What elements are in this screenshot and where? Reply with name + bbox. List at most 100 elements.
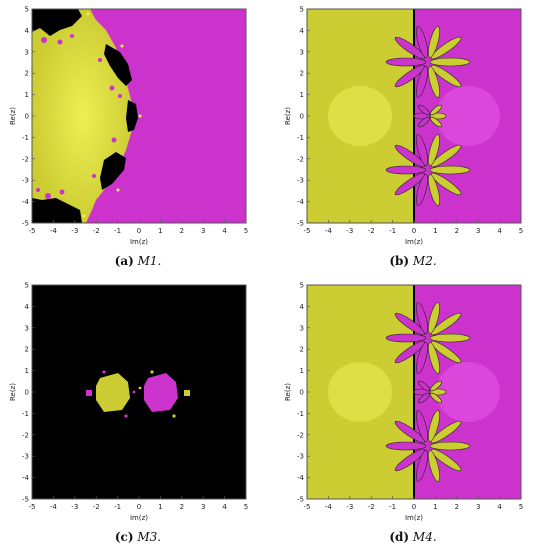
panel-caption: (d) M4. (283, 530, 543, 544)
x-tick-label: -5 (304, 503, 311, 511)
y-tick-label: 5 (300, 282, 304, 290)
basin-plot-d: -5-5 -4 -4 -3 -3 -2 -2 -1 -1 0 0 1 1 2 2 3 3 4 4 5 5 Im(z) Re(… (284, 282, 523, 523)
x-tick-label: 3 (476, 503, 480, 511)
x-tick-label: 2 (180, 227, 184, 235)
x-axis-label: Im(z) (130, 514, 148, 522)
y-tick-label: -3 (297, 177, 304, 185)
x-tick-label: -4 (325, 227, 333, 235)
y-tick-label: -5 (297, 220, 304, 228)
y-tick-label: 0 (25, 113, 29, 121)
x-tick-label: 2 (455, 227, 459, 235)
y-tick-label: -5 (297, 496, 304, 504)
x-tick-label: 1 (158, 227, 162, 235)
y-tick-label: 4 (25, 27, 30, 35)
basin-plot-a: -5-5 -4 -4 -3 -3 -2 -2 -1 -1 0 0 1 1 2 2 3 3 4 4 5 5 Im(z) Re(… (9, 6, 248, 247)
x-tick-label: 4 (222, 227, 227, 235)
x-axis-label: Im(z) (405, 238, 423, 246)
petal-cluster-lower (385, 410, 471, 482)
panel-c: -5 -5 -4 -4 -3 -3 -2 -2 -1 -1 0 0 1 1 2 2 3 3 4 4 5 5 Im(z) Re(… (0, 276, 275, 553)
x-tick-label: 1 (433, 227, 437, 235)
y-tick-label: 1 (300, 367, 304, 375)
x-tick-label: 2 (180, 503, 184, 511)
x-tick-label: 3 (201, 227, 205, 235)
panel-a: -5 -5 -4 -4 -3 -3 -2 -2 -1 -1 0 0 1 1 2 2 3 3 4 4 5 5 Im(z) Re(… (0, 0, 275, 276)
y-tick-label: 0 (300, 389, 304, 397)
x-tick-label: 0 (412, 227, 416, 235)
panel-label: M4. (412, 530, 437, 544)
x-tick-label: -3 (346, 503, 353, 511)
x-tick-label: -2 (368, 227, 375, 235)
y-tick-label: -3 (22, 453, 29, 461)
y-tick-label: 3 (25, 324, 29, 332)
y-tick-label: 4 (300, 27, 305, 35)
x-tick-label: 2 (455, 503, 459, 511)
y-tick-label: 1 (300, 91, 304, 99)
y-tick-label: 2 (25, 70, 29, 78)
x-tick-label: 0 (137, 503, 141, 511)
y-tick-label: 4 (25, 303, 30, 311)
y-tick-label: -4 (297, 198, 305, 206)
x-tick-label: -2 (93, 503, 100, 511)
y-tick-label: 2 (300, 70, 304, 78)
x-tick-label: -5 (29, 227, 36, 235)
panel-label: M3. (137, 530, 162, 544)
x-tick-label: -2 (368, 503, 375, 511)
x-tick-label: 0 (137, 227, 141, 235)
x-tick-label: -1 (389, 227, 396, 235)
y-tick-label: 3 (25, 48, 29, 56)
x-tick-label: 5 (519, 227, 523, 235)
x-tick-label: -2 (93, 227, 100, 235)
panel-letter: (d) (389, 530, 410, 544)
panel-caption: (c) M3. (8, 530, 268, 544)
x-tick-label: -5 (304, 227, 311, 235)
x-tick-label: -4 (50, 503, 58, 511)
y-tick-label: -2 (22, 155, 29, 163)
y-tick-label: 0 (300, 113, 304, 121)
x-tick-label: -1 (389, 503, 396, 511)
panel-letter: (a) (114, 254, 134, 268)
x-axis-label: Im(z) (405, 514, 423, 522)
petal-cluster-upper (385, 26, 471, 98)
x-tick-label: -3 (71, 227, 78, 235)
x-tick-label: -1 (114, 503, 121, 511)
y-axis-label: Re(z) (9, 383, 17, 401)
y-tick-label: -1 (297, 134, 304, 142)
x-tick-label: -4 (325, 503, 333, 511)
x-axis-label: Im(z) (130, 238, 148, 246)
panel-label: M1. (137, 254, 162, 268)
x-tick-label: -1 (114, 227, 121, 235)
panel-caption: (b) M2. (283, 254, 543, 268)
y-tick-label: 5 (25, 282, 29, 290)
panel-b: -5 -5 -4 -4 -3 -3 -2 -2 -1 -1 0 0 1 1 2 2 3 3 4 4 5 5 Im(z) Re(… (275, 0, 550, 276)
panel-letter: (b) (389, 254, 410, 268)
x-tick-label: 5 (519, 503, 523, 511)
panel-d: -5 -5 -4 -4 -3 -3 -2 -2 -1 -1 0 0 1 1 2 2 3 3 4 4 5 5 Im(z) Re(… (275, 276, 550, 553)
petal-cluster-middle (413, 104, 447, 128)
y-tick-label: 2 (25, 346, 29, 354)
y-tick-label: -5 (22, 220, 29, 228)
y-tick-label: 3 (300, 324, 304, 332)
y-tick-label: 0 (25, 389, 29, 397)
x-tick-label: 5 (244, 227, 248, 235)
panel-label: M2. (412, 254, 437, 268)
y-tick-label: -5 (22, 496, 29, 504)
y-tick-label: -2 (297, 431, 304, 439)
y-tick-label: 5 (25, 6, 29, 14)
y-tick-label: -1 (22, 410, 29, 418)
y-tick-label: -3 (22, 177, 29, 185)
petal-cluster-middle (413, 380, 447, 404)
y-tick-label: 2 (300, 346, 304, 354)
y-tick-label: -4 (22, 474, 30, 482)
y-axis-label: Re(z) (9, 107, 17, 125)
basin-plot-c: -5-5 -4 -4 -3 -3 -2 -2 -1 -1 0 0 1 1 2 2 3 3 4 4 5 5 Im(z) Re(… (9, 282, 248, 523)
y-tick-label: 4 (300, 303, 305, 311)
y-tick-label: 1 (25, 367, 29, 375)
y-tick-label: 1 (25, 91, 29, 99)
x-tick-label: -5 (29, 503, 36, 511)
panel-caption: (a) M1. (8, 254, 268, 268)
panel-letter: (c) (114, 530, 134, 544)
x-tick-label: -3 (346, 227, 353, 235)
petal-cluster-upper (385, 302, 471, 374)
x-tick-label: 3 (476, 227, 480, 235)
x-tick-label: 1 (433, 503, 437, 511)
